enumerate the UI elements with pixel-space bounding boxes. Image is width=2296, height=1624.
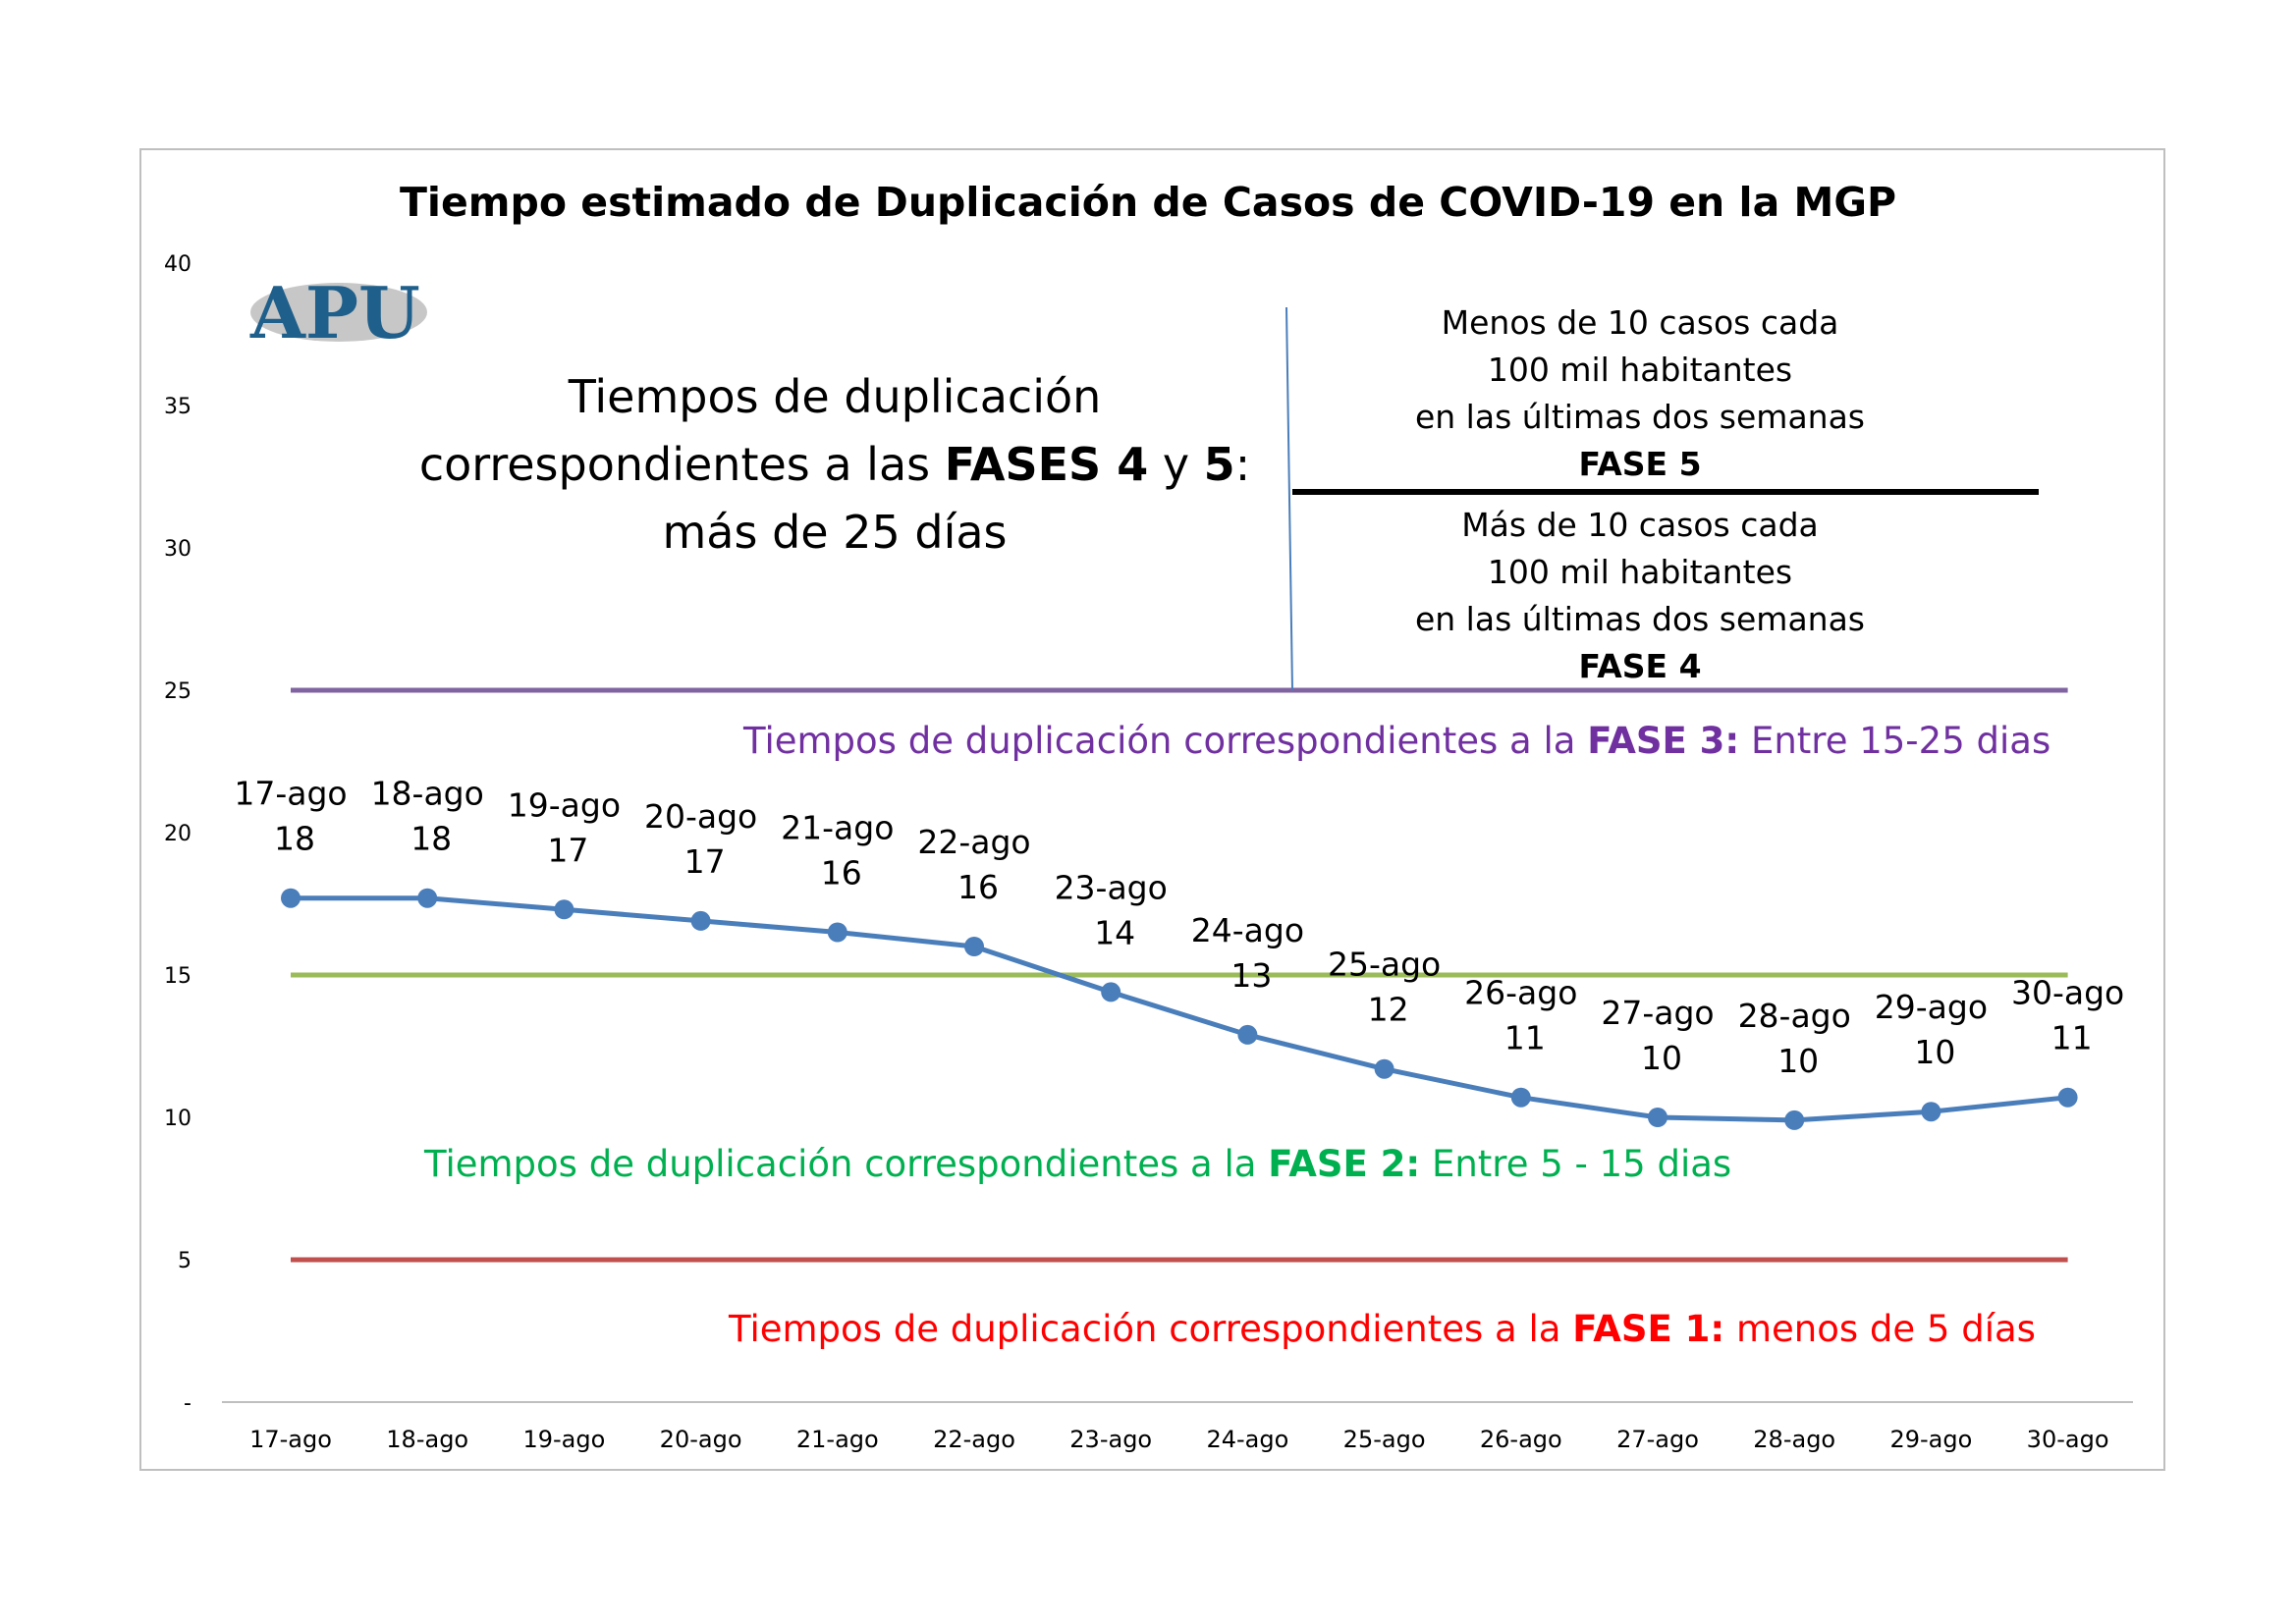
data-point (2057, 1087, 2078, 1108)
fase-3-annotation: Tiempos de duplicación correspondientes … (743, 720, 2051, 762)
x-tick-label: 19-ago (522, 1426, 605, 1453)
data-label-date: 20-ago (644, 797, 757, 836)
fase-5-label: FASE 5 (1578, 445, 1702, 483)
data-label-date: 17-ago (234, 775, 347, 813)
data-label-value: 10 (1914, 1033, 1955, 1071)
phase-4-5-annotation: Tiempos de duplicación correspondientes … (373, 363, 1296, 567)
data-point (1101, 982, 1121, 1002)
fase-5-criteria: Menos de 10 casos cada 100 mil habitante… (1355, 299, 1925, 488)
data-label-value: 18 (274, 820, 315, 858)
y-tick-label: 20 (164, 822, 191, 846)
x-tick-label: 27-ago (1616, 1426, 1699, 1453)
phase-4-5-line2: correspondientes a las FASES 4 y 5: (418, 438, 1251, 491)
data-label-value: 13 (1230, 956, 1272, 995)
data-label-value: 18 (410, 820, 452, 858)
data-label-value: 17 (684, 842, 726, 881)
data-point (964, 937, 984, 956)
x-tick-label: 23-ago (1069, 1426, 1152, 1453)
data-label-value: 11 (2051, 1019, 2093, 1057)
apu-logo: APU (249, 271, 427, 346)
fase-4-line3: en las últimas dos semanas (1414, 600, 1866, 638)
data-point (281, 888, 301, 908)
data-point (1921, 1102, 1941, 1122)
phase-4-5-line1: Tiempos de duplicación (568, 370, 1102, 423)
x-tick-label: 21-ago (796, 1426, 879, 1453)
data-label-value: 10 (1777, 1042, 1819, 1080)
data-label-date: 19-ago (508, 785, 621, 824)
fase-4-label: FASE 4 (1578, 647, 1702, 685)
x-tick-label: 20-ago (660, 1426, 742, 1453)
fase-4-criteria: Más de 10 casos cada 100 mil habitantes … (1355, 502, 1925, 690)
data-label-value: 10 (1641, 1039, 1682, 1077)
data-label-value: 11 (1504, 1019, 1546, 1057)
data-label-date: 29-ago (1875, 988, 1988, 1026)
x-tick-label: 22-ago (933, 1426, 1015, 1453)
data-label-value: 17 (547, 831, 588, 869)
data-label-date: 28-ago (1738, 997, 1851, 1035)
x-tick-label: 25-ago (1343, 1426, 1426, 1453)
data-label-date: 30-ago (2011, 974, 2124, 1012)
phase-4-5-line3: más de 25 días (662, 506, 1008, 559)
data-point (827, 922, 847, 943)
y-tick-label: 40 (164, 252, 191, 277)
x-tick-label: 26-ago (1480, 1426, 1562, 1453)
data-label-value: 12 (1368, 991, 1409, 1029)
fase-1-annotation: Tiempos de duplicación correspondientes … (729, 1308, 2036, 1350)
data-label-date: 25-ago (1328, 946, 1441, 984)
fase-4-line2: 100 mil habitantes (1487, 553, 1793, 591)
x-tick-label: 29-ago (1889, 1426, 1972, 1453)
fase-5-line3: en las últimas dos semanas (1414, 398, 1866, 436)
fase-2-annotation: Tiempos de duplicación correspondientes … (424, 1143, 1732, 1185)
data-point (554, 899, 574, 920)
data-point (1784, 1110, 1805, 1130)
x-tick-label: 18-ago (386, 1426, 468, 1453)
fase-5-line1: Menos de 10 casos cada (1441, 303, 1839, 342)
svg-text:APU: APU (249, 271, 420, 346)
data-label-date: 26-ago (1464, 974, 1577, 1012)
data-label-date: 24-ago (1191, 911, 1304, 949)
fase-5-line2: 100 mil habitantes (1487, 351, 1793, 389)
fase-4-line1: Más de 10 casos cada (1461, 506, 1819, 544)
y-tick-label: 35 (164, 395, 191, 419)
y-tick-label: 15 (164, 964, 191, 989)
data-label-value: 14 (1094, 913, 1135, 951)
y-tick-label: 25 (164, 679, 191, 704)
y-tick-label: - (184, 1391, 191, 1416)
y-tick-label: 30 (164, 537, 191, 562)
y-tick-label: 10 (164, 1107, 191, 1131)
x-tick-label: 17-ago (249, 1426, 332, 1453)
data-label-date: 22-ago (917, 823, 1030, 861)
data-point (1374, 1058, 1394, 1079)
data-label-value: 16 (957, 868, 999, 906)
x-tick-label: 30-ago (2027, 1426, 2109, 1453)
y-tick-label: 5 (178, 1249, 191, 1273)
data-point (1648, 1108, 1667, 1127)
data-label-value: 16 (821, 854, 862, 893)
chart-title: Tiempo estimado de Duplicación de Casos … (400, 179, 1896, 226)
data-label-date: 23-ago (1055, 868, 1168, 906)
data-point (417, 888, 438, 908)
data-label-date: 18-ago (371, 775, 484, 813)
data-point (1237, 1024, 1258, 1045)
x-tick-label: 24-ago (1206, 1426, 1288, 1453)
x-tick-label: 28-ago (1753, 1426, 1835, 1453)
data-point (690, 910, 711, 931)
phase-box-divider (1285, 306, 1293, 691)
chart-frame (139, 148, 2165, 1471)
data-label-date: 21-ago (781, 809, 894, 847)
data-point (1510, 1087, 1531, 1108)
series-line (291, 895, 2068, 1123)
data-label-date: 27-ago (1601, 994, 1714, 1032)
